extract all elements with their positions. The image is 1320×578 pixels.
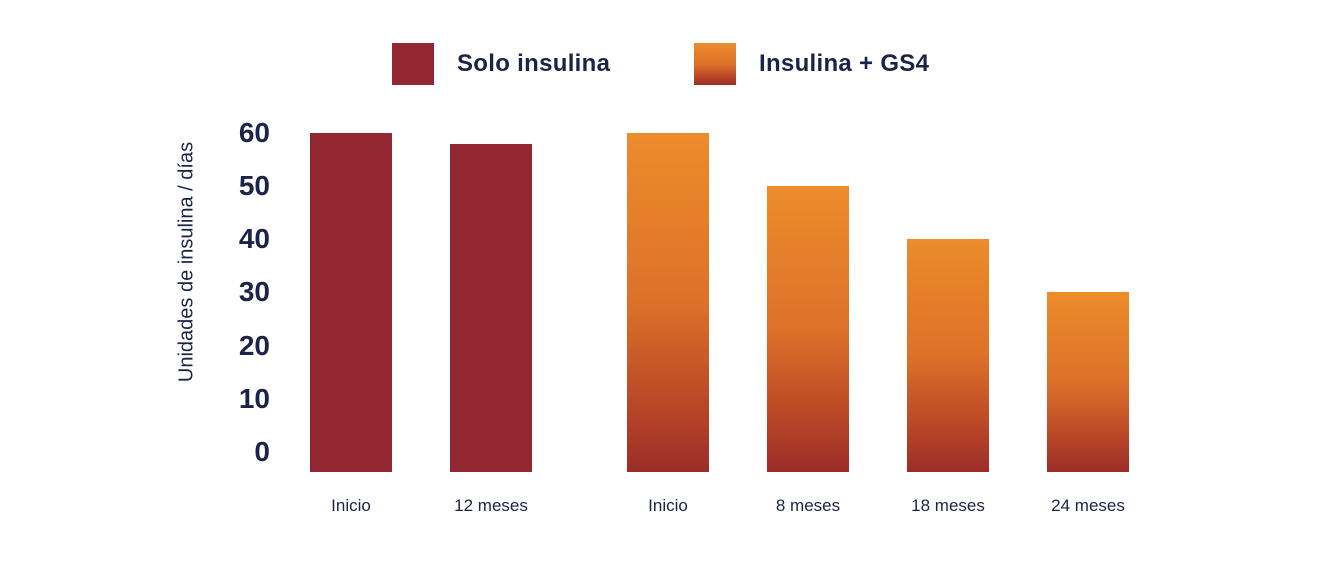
x-tick-label: Inicio xyxy=(648,496,688,515)
y-tick-label: 30 xyxy=(238,276,270,308)
y-tick-label: 0 xyxy=(254,436,270,467)
x-tick-label: 12 meses xyxy=(454,496,528,515)
x-tick-label: Inicio xyxy=(331,496,371,515)
y-tick-label: 10 xyxy=(238,382,270,414)
legend-item-insulina-gs4: Insulina + GS4 xyxy=(694,43,929,85)
y-tick-label: 60 xyxy=(238,116,270,148)
legend-label-solo-insulina: Solo insulina xyxy=(457,50,611,77)
bar-solo-insulina-inicio xyxy=(310,132,392,472)
x-tick-label: 18 meses xyxy=(911,496,985,515)
y-tick-label: 20 xyxy=(238,329,270,361)
y-tick-label: 40 xyxy=(238,223,270,255)
legend-item-solo-insulina: Solo insulina xyxy=(392,43,610,85)
legend-swatch-insulina-gs4 xyxy=(694,43,736,85)
bar-insulina-gs4-24-meses xyxy=(1047,292,1129,472)
x-tick-label: 24 meses xyxy=(1051,496,1125,515)
legend-swatch-solo-insulina xyxy=(392,43,434,85)
y-tick-label: 50 xyxy=(238,170,270,202)
legend-label-insulina-gs4: Insulina + GS4 xyxy=(759,50,930,77)
x-tick-label: 8 meses xyxy=(775,496,841,515)
bar-solo-insulina-12-meses xyxy=(450,143,532,472)
bar-insulina-gs4-8-meses xyxy=(767,186,849,472)
bar-insulina-gs4-18-meses xyxy=(907,239,989,472)
bar-insulina-gs4-inicio xyxy=(627,132,709,472)
